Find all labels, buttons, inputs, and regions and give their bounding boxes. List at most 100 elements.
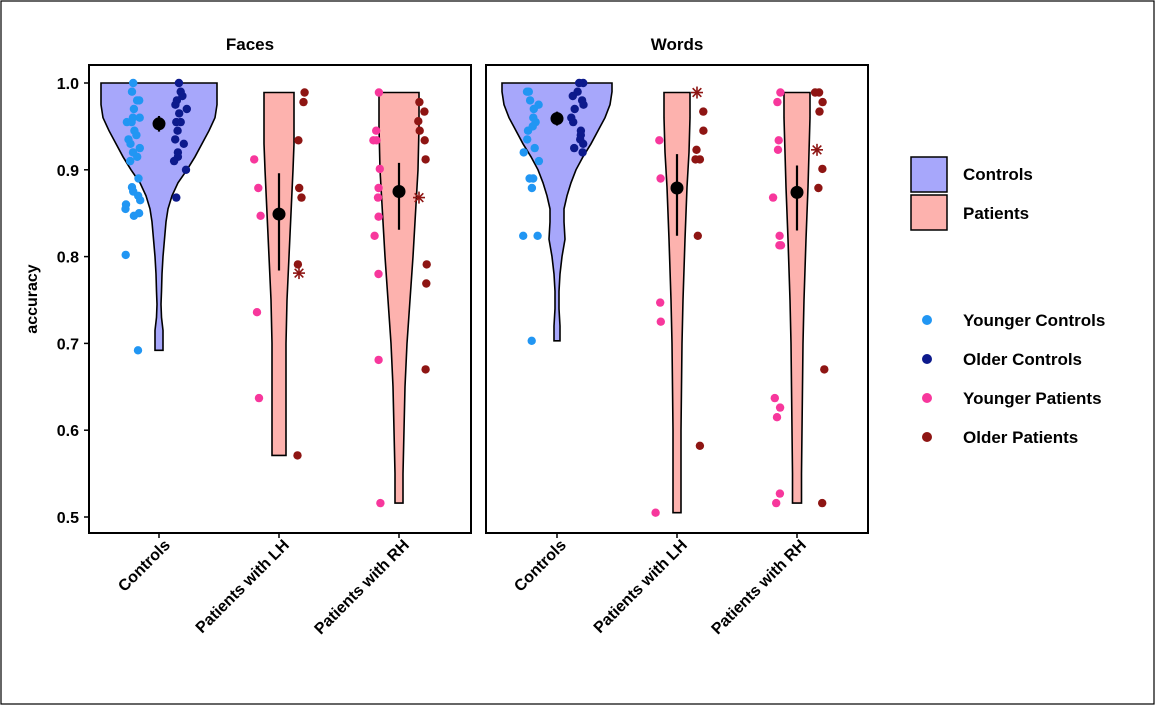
data-point — [294, 136, 303, 145]
plot-marks — [501, 78, 829, 517]
data-point — [695, 441, 705, 450]
data-point — [519, 231, 528, 240]
data-point — [768, 193, 778, 202]
violin-patients-with-lh — [263, 91, 295, 457]
legend-dot — [922, 354, 932, 364]
mean-point — [392, 185, 406, 198]
data-point — [530, 143, 539, 153]
data-point — [770, 393, 779, 403]
data-point — [374, 355, 383, 365]
data-point — [818, 498, 827, 508]
data-point — [775, 231, 784, 240]
legend-points: Younger Controls Older Controls Younger … — [922, 311, 1105, 447]
data-point — [373, 193, 383, 202]
data-point — [374, 88, 384, 97]
data-point — [421, 155, 430, 164]
data-point — [570, 104, 579, 114]
data-point — [297, 193, 306, 202]
data-point — [173, 126, 182, 135]
legend-label: Older Controls — [963, 350, 1082, 369]
y-tick-label: 0.8 — [57, 250, 79, 267]
data-point — [422, 279, 431, 288]
data-point — [534, 156, 544, 166]
data-point — [420, 136, 429, 145]
data-point — [656, 317, 665, 326]
data-point — [773, 97, 782, 107]
legend-dot — [922, 393, 932, 403]
data-point — [524, 87, 533, 96]
data-point — [129, 211, 139, 220]
data-point — [578, 148, 587, 157]
data-point — [127, 117, 136, 127]
data-point — [171, 100, 180, 109]
data-point — [415, 126, 424, 135]
data-point — [132, 130, 141, 140]
violin-patients-with-rh — [783, 91, 811, 504]
data-point — [691, 155, 700, 164]
y-tick-label: 0.5 — [57, 510, 79, 527]
data-point — [121, 204, 130, 214]
data-point — [776, 88, 785, 97]
legend-dot — [922, 315, 932, 325]
violin-patients-with-rh — [378, 91, 420, 504]
data-point — [376, 498, 385, 508]
panel-frame — [88, 64, 472, 534]
legend-swatch-patients — [910, 194, 948, 231]
data-point — [775, 489, 785, 498]
outlier-marker — [811, 143, 823, 156]
mean-point — [790, 185, 804, 199]
data-point — [254, 393, 264, 403]
data-point — [414, 117, 423, 126]
panel-title: Words — [651, 35, 704, 54]
violin-patients-with-lh — [663, 91, 691, 514]
plot-marks — [100, 78, 431, 508]
data-point — [181, 165, 191, 174]
data-point — [374, 183, 383, 193]
data-point — [579, 139, 588, 148]
data-point — [651, 508, 660, 517]
data-point — [372, 126, 381, 135]
data-point — [818, 97, 827, 107]
data-point — [655, 136, 664, 145]
data-point — [369, 136, 378, 145]
y-tick-label: 1.0 — [57, 76, 79, 93]
data-point — [579, 100, 588, 109]
data-point — [569, 117, 578, 127]
data-point — [252, 308, 262, 317]
data-point — [656, 298, 665, 307]
data-point — [135, 113, 144, 122]
data-point — [523, 135, 532, 144]
data-point — [374, 212, 383, 221]
outlier-marker — [293, 267, 305, 280]
data-point — [174, 78, 184, 88]
data-point — [121, 250, 130, 260]
data-point — [818, 164, 827, 174]
data-point — [692, 145, 701, 154]
data-point — [519, 148, 528, 157]
data-point — [375, 164, 384, 174]
data-point — [415, 97, 424, 107]
data-point — [772, 413, 782, 422]
data-point — [810, 88, 820, 97]
data-point — [774, 136, 783, 145]
data-point — [250, 155, 259, 164]
data-point — [575, 78, 584, 88]
data-point — [169, 156, 179, 166]
data-point — [699, 107, 708, 116]
legend-label: Younger Patients — [963, 389, 1102, 408]
data-point — [773, 145, 783, 154]
data-point — [815, 107, 824, 116]
y-tick-label: 0.7 — [57, 336, 79, 353]
data-point — [176, 117, 185, 127]
mean-point — [550, 112, 564, 126]
data-point — [134, 174, 143, 183]
data-point — [422, 260, 431, 269]
data-point — [136, 196, 145, 205]
data-point — [295, 183, 304, 193]
y-axis-label: accuracy — [24, 264, 41, 333]
outlier-marker — [413, 191, 425, 204]
legend-fill: Controls Patients — [910, 156, 1033, 231]
mean-point — [670, 181, 684, 195]
data-point — [129, 78, 138, 88]
